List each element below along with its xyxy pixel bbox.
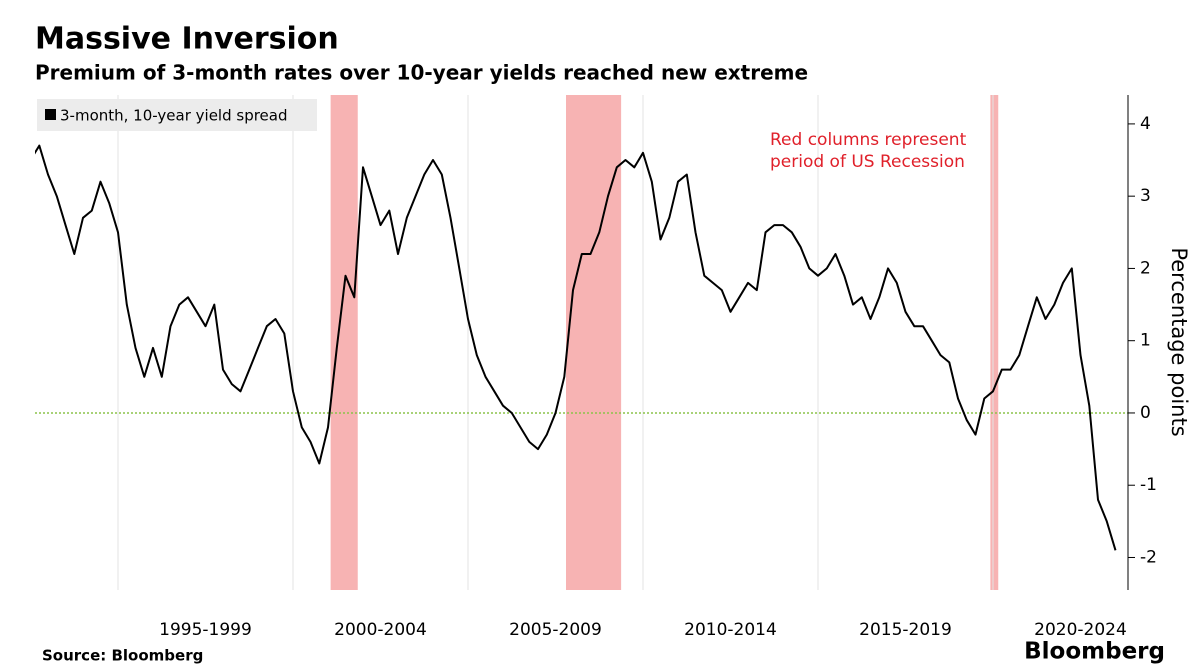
recession-band bbox=[566, 95, 622, 590]
y-tick-label: 1 bbox=[1140, 331, 1151, 351]
y-tick-label: -1 bbox=[1140, 475, 1157, 495]
legend-label: 3-month, 10-year yield spread bbox=[60, 107, 288, 125]
chart-subtitle: Premium of 3-month rates over 10-year yi… bbox=[35, 61, 808, 85]
annotation: period of US Recession bbox=[770, 152, 965, 172]
x-tick-label: 2000-2004 bbox=[334, 620, 427, 640]
x-tick-label: 1995-1999 bbox=[159, 620, 252, 640]
brand: Bloomberg bbox=[1024, 639, 1165, 665]
x-tick-label: 2005-2009 bbox=[509, 620, 602, 640]
annotation: Red columns represent bbox=[770, 130, 967, 150]
x-tick-label: 2020-2024 bbox=[1034, 620, 1127, 640]
x-tick-label: 2010-2014 bbox=[684, 620, 777, 640]
recession-band bbox=[330, 95, 358, 590]
y-tick-label: 3 bbox=[1140, 186, 1151, 206]
y-tick-label: 4 bbox=[1140, 114, 1151, 134]
chart-title: Massive Inversion bbox=[35, 22, 339, 57]
y-tick-label: 0 bbox=[1140, 403, 1151, 423]
source: Source: Bloomberg bbox=[42, 647, 203, 665]
recession-band bbox=[990, 95, 999, 590]
x-tick-label: 2015-2019 bbox=[859, 620, 952, 640]
legend-box bbox=[37, 99, 317, 131]
series-line bbox=[35, 144, 1117, 551]
y-tick-label: 2 bbox=[1140, 258, 1151, 278]
y-tick-label: -2 bbox=[1140, 547, 1157, 567]
y-axis-label: Percentage points bbox=[1167, 247, 1191, 436]
legend-swatch bbox=[45, 109, 56, 120]
